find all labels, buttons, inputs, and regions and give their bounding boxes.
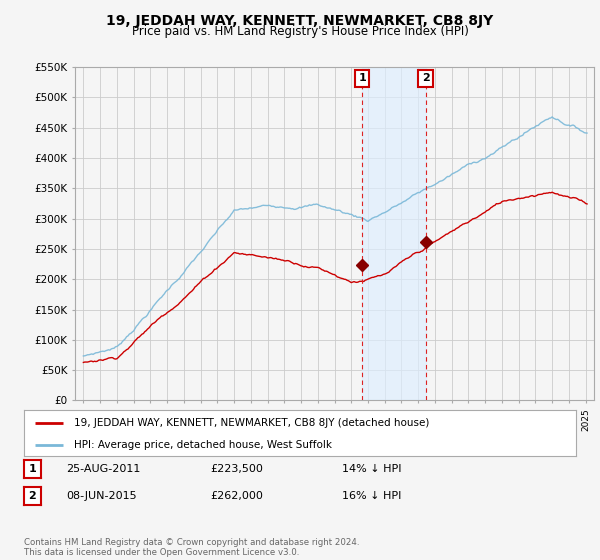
Text: 14% ↓ HPI: 14% ↓ HPI [342,464,401,474]
Text: 16% ↓ HPI: 16% ↓ HPI [342,491,401,501]
Text: £262,000: £262,000 [210,491,263,501]
Text: £223,500: £223,500 [210,464,263,474]
Text: 19, JEDDAH WAY, KENNETT, NEWMARKET, CB8 8JY: 19, JEDDAH WAY, KENNETT, NEWMARKET, CB8 … [106,14,494,28]
Text: 08-JUN-2015: 08-JUN-2015 [66,491,137,501]
Bar [362,67,425,400]
Text: 2: 2 [422,73,430,83]
Text: 19, JEDDAH WAY, KENNETT, NEWMARKET, CB8 8JY (detached house): 19, JEDDAH WAY, KENNETT, NEWMARKET, CB8 … [74,418,429,428]
Text: Contains HM Land Registry data © Crown copyright and database right 2024.
This d: Contains HM Land Registry data © Crown c… [24,538,359,557]
Text: 1: 1 [29,464,36,474]
Text: HPI: Average price, detached house, West Suffolk: HPI: Average price, detached house, West… [74,440,332,450]
Text: Price paid vs. HM Land Registry's House Price Index (HPI): Price paid vs. HM Land Registry's House … [131,25,469,38]
Text: 1: 1 [358,73,366,83]
Text: 25-AUG-2011: 25-AUG-2011 [66,464,140,474]
Text: 2: 2 [29,491,36,501]
